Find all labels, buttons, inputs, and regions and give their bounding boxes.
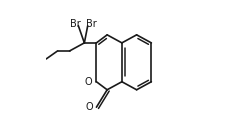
Text: O: O <box>85 102 93 112</box>
Text: O: O <box>85 77 92 87</box>
Text: Br: Br <box>70 19 80 29</box>
Text: Br: Br <box>86 19 97 29</box>
